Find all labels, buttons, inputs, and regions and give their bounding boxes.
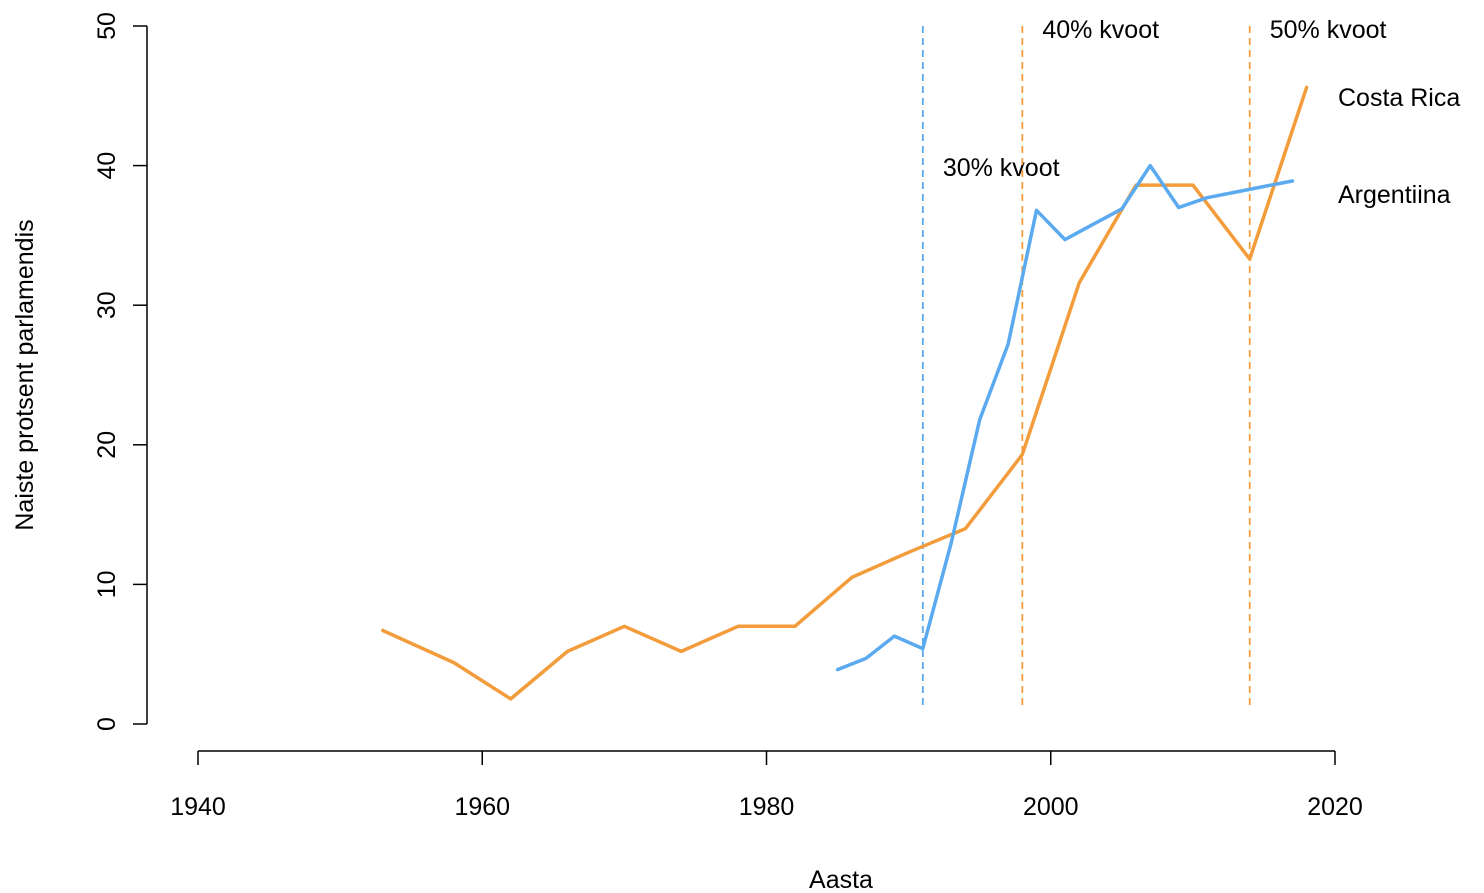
series-labels: Costa Rica Argentiina xyxy=(1338,84,1460,209)
x-tick-label: 1940 xyxy=(170,793,226,821)
quota-label: 30% kvoot xyxy=(943,154,1060,182)
y-axis: 0 10 20 30 40 50 xyxy=(93,12,148,731)
x-axis-label: Aasta xyxy=(809,866,873,893)
x-tick-label: 2000 xyxy=(1023,793,1079,821)
quota-label: 40% kvoot xyxy=(1042,16,1159,44)
series-lines xyxy=(381,85,1309,701)
y-tick-label: 20 xyxy=(93,431,121,459)
y-tick-label: 10 xyxy=(93,570,121,598)
quota-lines: 30% kvoot 40% kvoot 50% kvoot xyxy=(921,16,1387,711)
series-label: Costa Rica xyxy=(1338,84,1460,112)
y-tick-label: 40 xyxy=(93,152,121,180)
y-tick-label: 0 xyxy=(93,717,121,731)
y-tick-label: 50 xyxy=(93,12,121,40)
series-line xyxy=(835,163,1295,672)
y-tick-label: 30 xyxy=(93,291,121,319)
series-label: Argentiina xyxy=(1338,181,1451,209)
x-tick-label: 1980 xyxy=(739,793,795,821)
series-line xyxy=(381,85,1309,701)
x-tick-label: 2020 xyxy=(1307,793,1363,821)
x-tick-label: 1960 xyxy=(454,793,510,821)
y-axis-label: Naiste protsent parlamendis xyxy=(11,219,39,530)
quota-label: 50% kvoot xyxy=(1270,16,1387,44)
x-axis: 1940 1960 1980 2000 2020 xyxy=(170,750,1363,821)
